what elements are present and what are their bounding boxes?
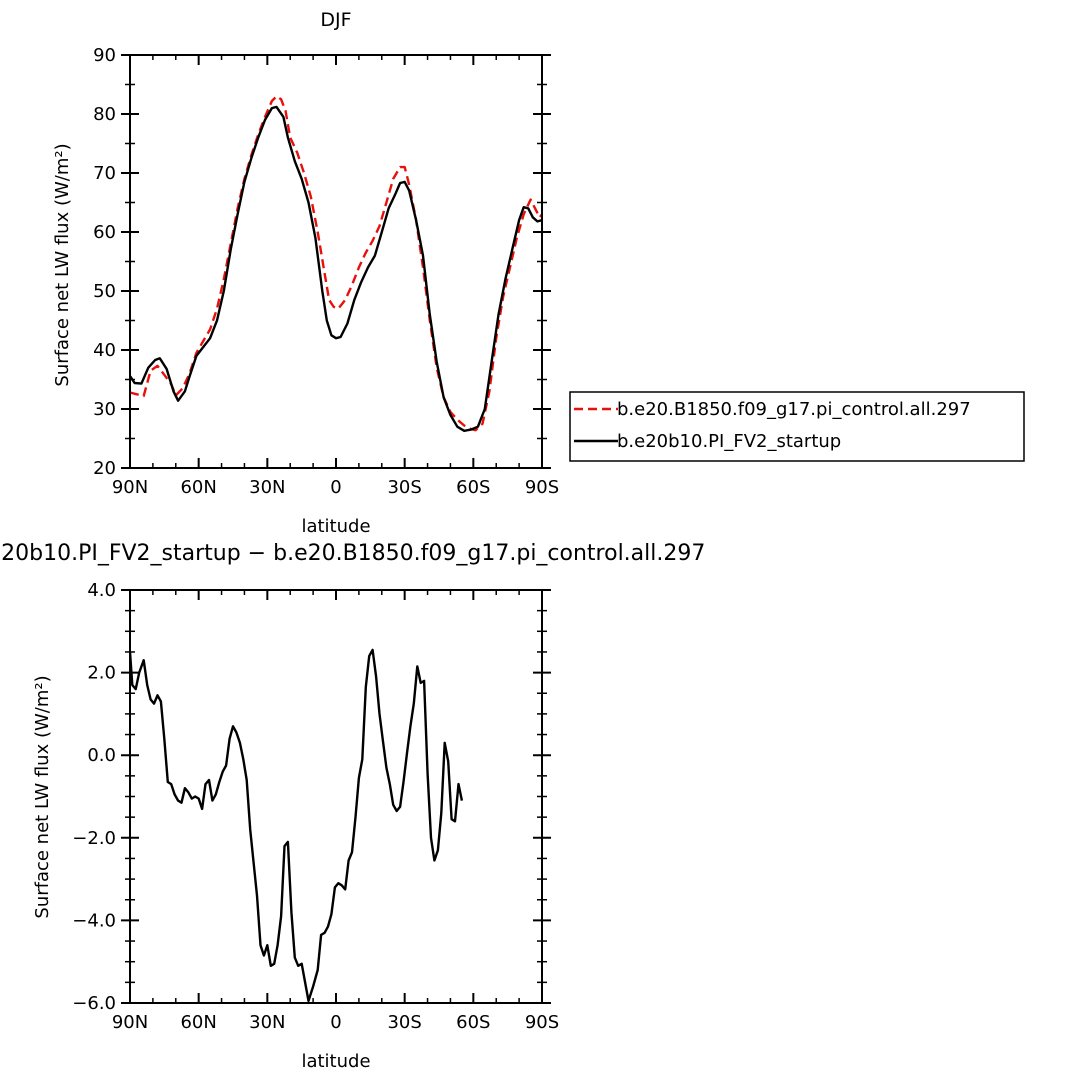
y-tick-label: −2.0 [72,828,116,849]
x-tick-label: 0 [330,477,341,498]
legend-entry-label: b.e20b10.PI_FV2_startup [617,431,841,452]
x-tick-label: 30S [387,1012,421,1033]
bottom-series-lines [130,648,464,1003]
x-tick-label: 60S [456,1012,490,1033]
bottom-y-axis-label: Surface net LW flux (W/m²) [32,675,53,918]
x-tick-label: 90N [112,477,148,498]
y-tick-label: 90 [93,45,116,66]
top-y-axis-label: Surface net LW flux (W/m²) [52,143,73,386]
y-tick-label: 60 [93,222,116,243]
bottom-axes: 90N 60N 30N 0 30S 60S 90S −6.0 −4.0 −2.0 0.0 2.0 4.0 [72,580,559,1033]
top-legend: b.e20.B1850.f09_g17.pi_control.all.297 b.… [569,391,1025,462]
y-tick-label: 0.0 [87,745,116,766]
bottom-title: b.e20b10.PI_FV2_startup − b.e20.B1850.f0… [0,541,705,566]
top-series-lines [130,95,542,432]
y-tick-label: 30 [93,399,116,420]
x-tick-label: 90S [525,477,559,498]
bottom-x-axis-label: latitude [301,1051,370,1072]
series-line-b-e20-b1850-f09-g17-pi-control-all-297 [130,95,542,432]
series-line-b-e20b10-pi-fv2-startup [130,105,542,432]
top-x-axis-label: latitude [301,516,370,537]
y-tick-label: 70 [93,163,116,184]
difference-series-line [130,648,464,1003]
plot-frame [129,54,543,469]
y-tick-label: 40 [93,340,116,361]
x-tick-label: 90N [112,1012,148,1033]
top-axes: 90N 60N 30N 0 30S 60S 90S 20 30 40 50 60 70 80 90 [93,45,559,498]
x-tick-label: 60N [180,1012,216,1033]
y-tick-label: 4.0 [87,580,116,601]
legend-entry-label: b.e20.B1850.f09_g17.pi_control.all.297 [617,399,971,420]
y-tick-label: 50 [93,281,116,302]
x-tick-label: 90S [525,1012,559,1033]
x-tick-label: 0 [330,1012,341,1033]
x-tick-label: 30N [249,1012,285,1033]
panel-top-djf: DJF 90N 60N 30N 0 30S 60S 90S2030405060708090 … [52,9,1025,537]
y-tick-label: 20 [93,458,116,479]
y-tick-label: −6.0 [72,993,116,1014]
top-title: DJF [320,9,351,31]
y-tick-label: 80 [93,104,116,125]
panel-bottom-difference: b.e20b10.PI_FV2_startup − b.e20.B1850.f0… [0,541,705,1072]
y-tick-label: −4.0 [72,910,116,931]
legend-box [569,391,1025,462]
y-tick-label: 2.0 [87,663,116,684]
x-tick-label: 30N [249,477,285,498]
x-tick-label: 60N [180,477,216,498]
x-tick-label: 60S [456,477,490,498]
x-tick-label: 30S [387,477,421,498]
